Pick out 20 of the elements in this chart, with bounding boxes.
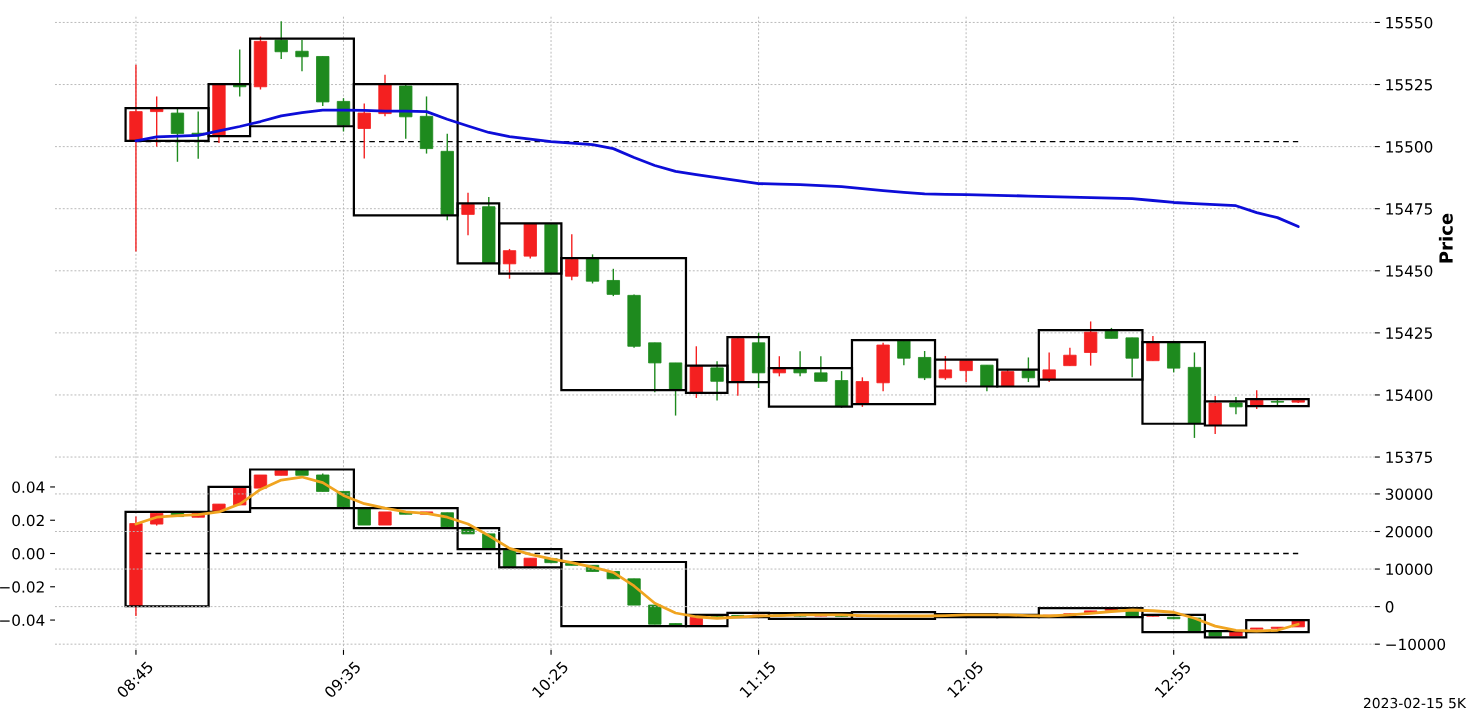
y-axis-title: Price	[1438, 213, 1453, 263]
y2-tick-label: 20000	[1385, 525, 1433, 538]
y-tick-label: 0.04	[12, 481, 45, 493]
y-tick-label: 15375	[1386, 451, 1432, 464]
y-tick-label: 0.00	[12, 547, 45, 560]
y-tick-label: 15475	[1386, 203, 1432, 215]
y-tick-label: −0.04	[0, 614, 45, 627]
y-tick-label: 15400	[1386, 389, 1433, 401]
y-tick-label: 0.02	[12, 514, 44, 527]
y-tick-label: 15500	[1386, 141, 1433, 153]
y-tick-label: 15425	[1386, 327, 1432, 339]
y2-tick-label: 10000	[1386, 563, 1433, 576]
y-tick-label: −0.02	[0, 581, 44, 593]
y-tick-label: 15450	[1386, 265, 1433, 277]
y-tick-label: 15525	[1386, 79, 1432, 91]
y-tick-label: 15550	[1386, 16, 1433, 29]
y2-tick-label: −10000	[1386, 638, 1446, 651]
text: 2023-02-15 5K	[1363, 697, 1467, 709]
y2-tick-label: 30000	[1385, 488, 1433, 500]
y2-tick-label: 0	[1385, 601, 1394, 613]
